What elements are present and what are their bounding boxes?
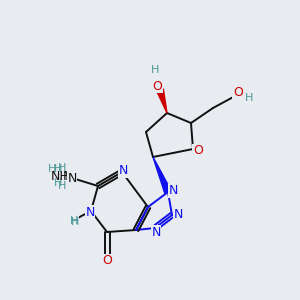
Text: N: N [168,184,178,197]
Text: H: H [54,164,62,174]
Text: N: N [118,164,128,178]
Text: H: H [58,181,66,191]
Text: H: H [48,164,56,174]
Text: H: H [245,93,253,103]
Text: N: N [62,169,72,182]
Text: H: H [70,216,78,226]
Text: O: O [233,85,243,98]
Text: O: O [193,145,203,158]
Text: H: H [54,178,62,188]
Text: N: N [173,208,183,221]
Polygon shape [157,89,167,113]
Polygon shape [153,157,171,194]
Text: N: N [85,206,95,218]
Text: N: N [67,172,77,184]
Text: O: O [152,80,162,92]
Text: O: O [102,254,112,268]
Text: H: H [58,163,66,173]
Text: H: H [151,65,159,75]
Text: N: N [151,226,161,238]
Text: H: H [71,217,79,227]
Text: NH: NH [50,170,69,184]
